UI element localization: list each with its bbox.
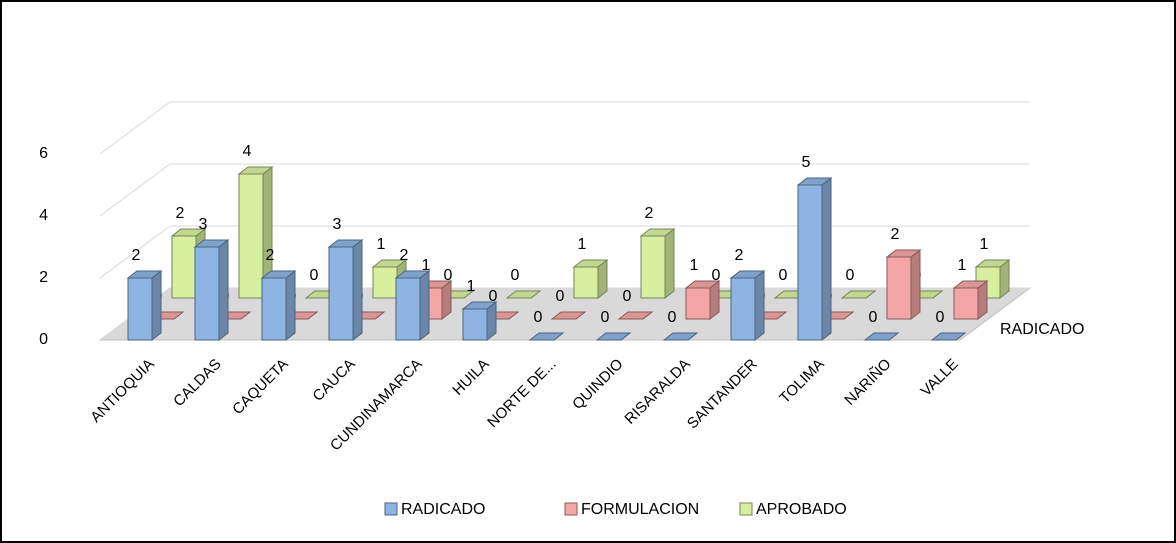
data-label: 0: [444, 267, 453, 284]
legend-swatch: [739, 502, 753, 516]
data-label: 2: [645, 205, 654, 222]
bar-side: [151, 269, 162, 342]
bar: [886, 256, 912, 320]
data-label: 0: [556, 288, 565, 305]
bar-side: [910, 248, 921, 321]
bar-side: [419, 269, 430, 342]
bar-top: [550, 311, 587, 320]
legend-label: FORMULACION: [581, 501, 699, 518]
data-label: 2: [266, 247, 275, 264]
bar-top: [617, 311, 654, 320]
bar-side: [821, 176, 832, 342]
bar: [797, 184, 823, 341]
bar: [194, 246, 220, 341]
legend-swatch: [564, 502, 578, 516]
bar-top: [595, 332, 632, 341]
bar-side: [754, 269, 765, 342]
bar: [395, 277, 421, 341]
data-label: 0: [712, 267, 721, 284]
bar-top: [528, 332, 565, 341]
bar: [573, 266, 599, 299]
data-label: 0: [534, 309, 543, 326]
data-label: 3: [333, 216, 342, 233]
data-label: 0: [310, 267, 319, 284]
bar: [171, 235, 197, 299]
bar-top: [840, 290, 877, 299]
data-label: 2: [891, 226, 900, 243]
bar-top: [863, 332, 900, 341]
data-label: 1: [958, 257, 967, 274]
legend-swatch: [384, 502, 398, 516]
data-label: 0: [846, 267, 855, 284]
data-label: 2: [735, 247, 744, 264]
data-label: 1: [377, 236, 386, 253]
y-tick-label: 4: [39, 207, 48, 224]
data-label: 2: [176, 205, 185, 222]
grid-line: [99, 163, 1030, 217]
data-label: 1: [690, 257, 699, 274]
data-label: 1: [980, 236, 989, 253]
grid-line: [99, 101, 1030, 155]
bar-side: [664, 227, 675, 300]
bar: [685, 287, 711, 320]
y-tick-label: 6: [39, 145, 48, 162]
bar: [261, 277, 287, 341]
data-label: 3: [199, 216, 208, 233]
data-label: 1: [467, 278, 476, 295]
data-label: 1: [422, 257, 431, 274]
data-label: 2: [132, 247, 141, 264]
data-label: 4: [243, 143, 252, 160]
data-label: 5: [802, 154, 811, 171]
data-label: 0: [869, 309, 878, 326]
y-tick-label: 0: [39, 331, 48, 348]
data-label: 0: [511, 267, 520, 284]
bar-top: [930, 332, 967, 341]
bar: [730, 277, 756, 341]
data-label: 0: [601, 309, 610, 326]
data-label: 0: [936, 309, 945, 326]
bar: [238, 173, 264, 299]
bar-side: [218, 238, 229, 342]
data-label: 1: [578, 236, 587, 253]
data-label: 0: [489, 288, 498, 305]
bar: [462, 308, 488, 341]
bar-top: [662, 332, 699, 341]
bar: [640, 235, 666, 299]
bar: [328, 246, 354, 341]
bar: [372, 266, 398, 299]
depth-axis-label: RADICADO: [1000, 321, 1084, 338]
y-tick-label: 2: [39, 269, 48, 286]
legend-label: APROBADO: [756, 501, 847, 518]
bar: [127, 277, 153, 341]
legend-label: RADICADO: [401, 501, 485, 518]
data-label: 2: [400, 247, 409, 264]
bar: [953, 287, 979, 320]
bar-side: [352, 238, 363, 342]
bar-top: [505, 290, 542, 299]
bar-side: [285, 269, 296, 342]
data-label: 0: [668, 309, 677, 326]
data-label: 0: [779, 267, 788, 284]
data-label: 0: [623, 288, 632, 305]
grid-line: [99, 225, 1030, 279]
